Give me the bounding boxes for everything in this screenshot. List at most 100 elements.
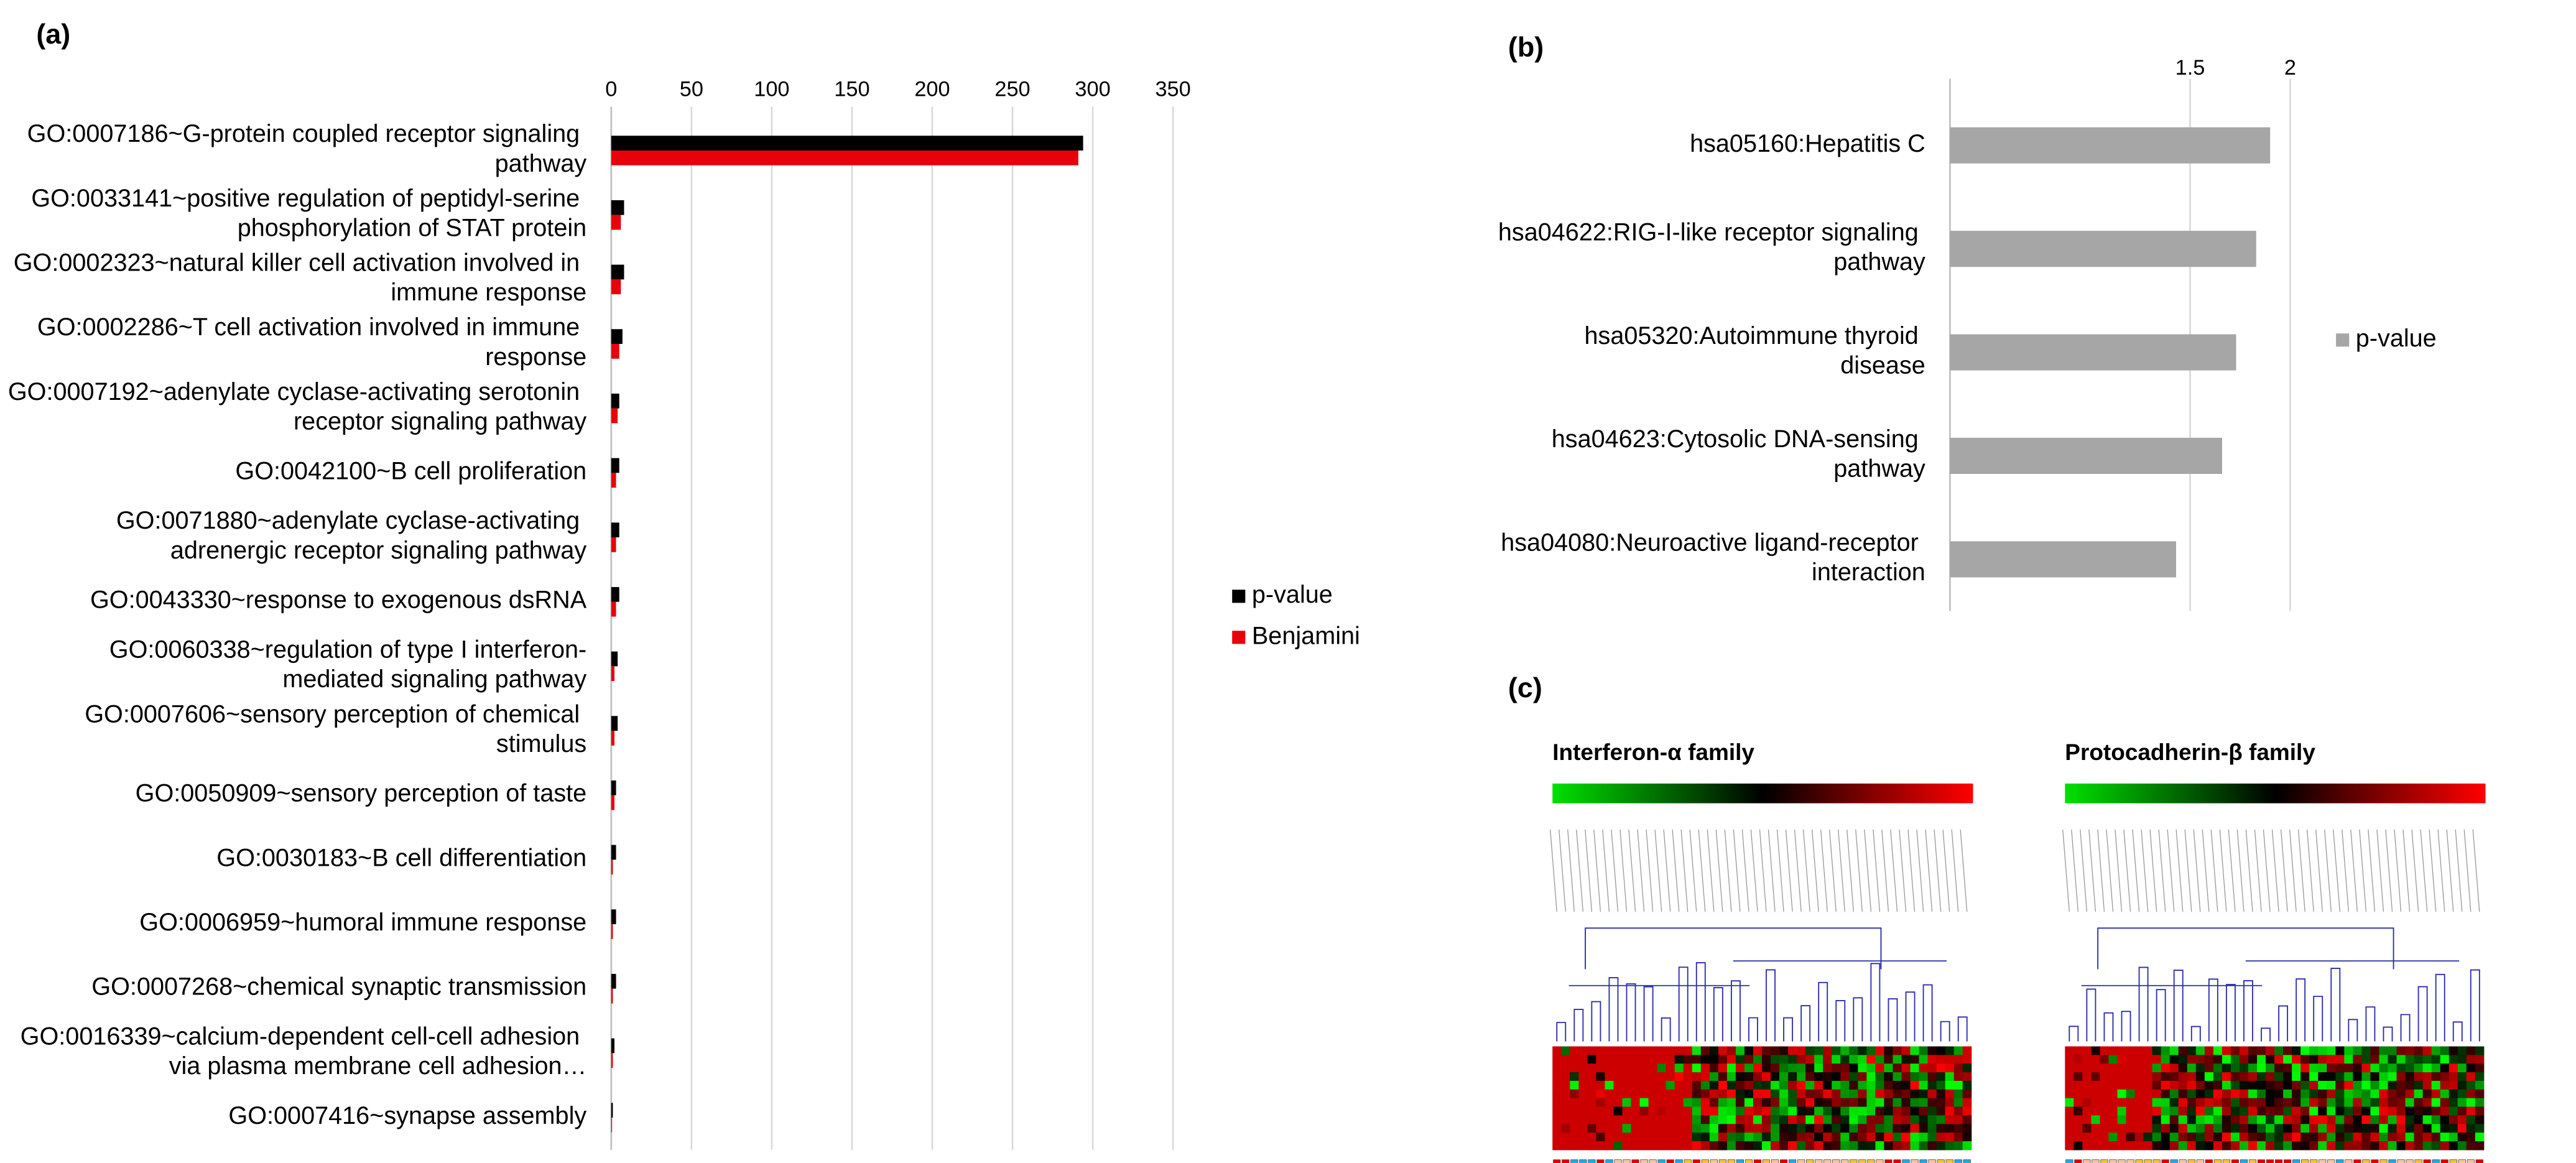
heat-cell xyxy=(1657,1141,1667,1151)
heat-cell xyxy=(1761,1063,1771,1073)
heat-cell xyxy=(1718,1072,1728,1082)
heat-cell xyxy=(2379,1141,2389,1151)
heat-cell xyxy=(2134,1106,2144,1116)
heat-cell xyxy=(1953,1063,1963,1073)
sample-label-stub xyxy=(1637,829,1645,912)
heat-cell xyxy=(1788,1055,1797,1064)
heat-cell xyxy=(1596,1055,1605,1064)
heat-cell xyxy=(2292,1115,2301,1124)
heat-cell xyxy=(1840,1063,1850,1073)
heat-cell xyxy=(1753,1141,1763,1151)
sample-label-stub xyxy=(2123,829,2131,912)
heat-cell xyxy=(2178,1115,2188,1124)
heat-cell xyxy=(2222,1141,2231,1151)
heat-cell xyxy=(2195,1046,2205,1055)
heat-cell xyxy=(1884,1046,1894,1055)
heat-cell xyxy=(1709,1124,1719,1133)
group-cell xyxy=(2292,1159,2300,1163)
heat-cell xyxy=(1570,1133,1579,1142)
heat-cell xyxy=(2440,1124,2450,1133)
heat-cell xyxy=(1613,1133,1623,1142)
heat-cell xyxy=(2396,1089,2406,1099)
heat-cell xyxy=(2422,1115,2432,1124)
heat-cell xyxy=(2073,1072,2083,1082)
heat-cell xyxy=(1823,1080,1832,1090)
heat-cell xyxy=(2379,1124,2389,1133)
heat-cell xyxy=(2161,1089,2171,1099)
heat-cell xyxy=(2187,1089,2197,1099)
heat-cell xyxy=(1761,1072,1771,1082)
heat-cell xyxy=(2457,1124,2467,1133)
heat-cell xyxy=(1866,1063,1876,1073)
heat-cell xyxy=(2178,1133,2188,1142)
heat-cell xyxy=(2309,1133,2319,1142)
heat-cell xyxy=(2466,1124,2476,1133)
heat-cell xyxy=(2309,1080,2319,1090)
sample-label-stub xyxy=(2429,829,2437,912)
sample-label-stub xyxy=(1907,829,1916,912)
heat-cell xyxy=(2353,1098,2362,1108)
heat-cell xyxy=(2187,1098,2197,1108)
heat-cell xyxy=(2108,1098,2118,1108)
heat-cell xyxy=(1648,1080,1658,1090)
heat-cell xyxy=(1814,1080,1823,1090)
heat-cell xyxy=(2161,1055,2171,1064)
sample-label-stub xyxy=(1611,829,1619,912)
heat-cell xyxy=(1735,1089,1745,1099)
heat-cell xyxy=(1919,1063,1929,1073)
bar xyxy=(1950,541,2176,578)
x-tick-label: 250 xyxy=(994,77,1030,101)
heat-cell xyxy=(2248,1089,2258,1099)
group-cell xyxy=(1945,1159,1953,1163)
heat-cell xyxy=(2475,1072,2485,1082)
heat-cell xyxy=(1631,1106,1641,1116)
heat-cell xyxy=(1683,1133,1693,1142)
heat-cell xyxy=(2327,1046,2336,1055)
heat-cell xyxy=(1570,1046,1579,1055)
heat-cell xyxy=(1875,1055,1884,1064)
heat-cell xyxy=(2082,1063,2092,1073)
bar xyxy=(611,924,613,939)
heat-cell xyxy=(2292,1080,2301,1090)
heat-cell xyxy=(1552,1080,1562,1090)
heat-cell xyxy=(2361,1141,2371,1151)
heat-cell xyxy=(1570,1115,1579,1124)
heat-cell xyxy=(2169,1133,2179,1142)
sample-label-stub xyxy=(1707,829,1715,912)
group-cell xyxy=(2179,1159,2187,1163)
heat-cell xyxy=(1788,1133,1797,1142)
heat-cell xyxy=(1919,1098,1929,1108)
heat-cell xyxy=(1953,1089,1963,1099)
heat-cell xyxy=(1674,1063,1684,1073)
heat-cell xyxy=(2117,1141,2127,1151)
sample-label-stub xyxy=(2210,829,2218,912)
heat-cell xyxy=(2475,1080,2485,1090)
heat-cell xyxy=(1735,1072,1745,1082)
y-tick-label: GO:0071880~adenylate cyclase-activating … xyxy=(116,507,587,565)
sample-label-stub xyxy=(1593,829,1601,912)
heat-cell xyxy=(1578,1055,1588,1064)
heat-cell xyxy=(2152,1115,2162,1124)
heat-cell xyxy=(2344,1106,2353,1116)
heat-cell xyxy=(1570,1055,1579,1064)
sample-label-stub xyxy=(2062,829,2070,912)
group-cell xyxy=(2440,1159,2449,1163)
sample-label-stub xyxy=(1942,829,1950,912)
heat-cell xyxy=(1761,1106,1771,1116)
sample-label-stub xyxy=(1899,829,1907,912)
heat-cell xyxy=(1771,1055,1780,1064)
heat-cell xyxy=(1832,1046,1841,1055)
heat-cell xyxy=(2108,1089,2118,1099)
heat-cell xyxy=(1884,1098,1894,1108)
heat-cell xyxy=(2073,1141,2083,1151)
heat-cell xyxy=(1726,1115,1736,1124)
heat-cell xyxy=(1613,1063,1623,1073)
heat-cell xyxy=(2335,1133,2345,1142)
sample-label-stub xyxy=(2394,829,2402,912)
heat-cell xyxy=(2239,1141,2249,1151)
heat-cell xyxy=(2361,1133,2371,1142)
heat-cell xyxy=(1622,1106,1632,1116)
heat-cell xyxy=(1709,1080,1719,1090)
bar xyxy=(611,151,1078,165)
legend-label: p-value xyxy=(2356,325,2437,352)
